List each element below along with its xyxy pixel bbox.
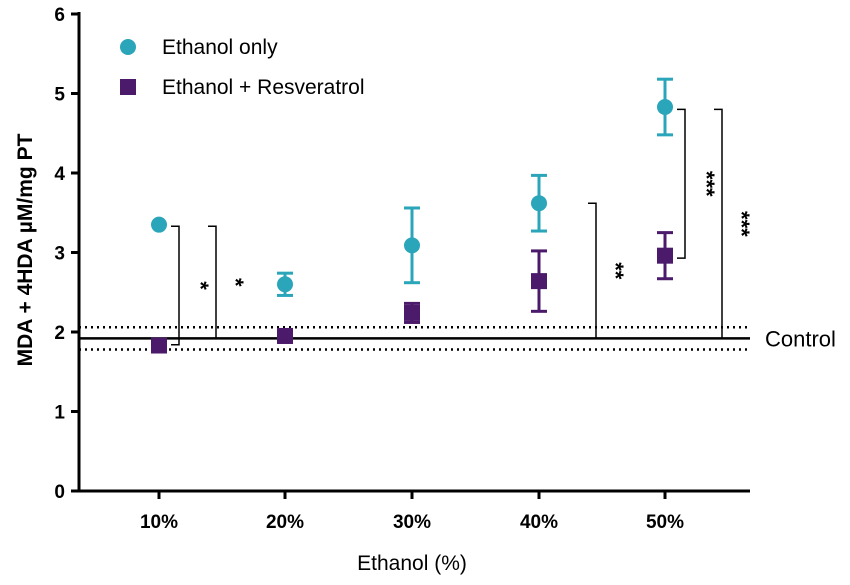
data-point-ethanol-resveratrol [531,273,547,290]
x-tick-label: 10% [140,512,178,533]
data-point-ethanol-only [151,216,167,233]
significance-bracket [208,225,217,340]
data-point-ethanol-resveratrol [404,304,420,321]
control-label: Control [765,326,836,351]
x-tick-label: 50% [646,512,684,533]
significance-brackets: * ********* [171,108,754,346]
data-point-ethanol-resveratrol [277,327,293,344]
significance-bracket [714,108,723,340]
data-point-ethanol-only [657,99,673,116]
y-tick-label: 4 [54,164,65,185]
y-tick-label: 0 [54,482,65,503]
legend-label-ethanol-resveratrol: Ethanol + Resveratrol [162,76,365,99]
x-tick-label: 40% [520,512,558,533]
y-axis-label: MDA + 4HDA µM/mg PT [14,133,37,366]
data-point-ethanol-only [277,276,293,293]
significance-bracket [588,202,597,340]
y-tick-label: 5 [54,85,65,106]
legend-marker-ethanol-only [120,39,136,55]
legend-marker-ethanol-resveratrol [120,79,136,95]
data-point-ethanol-resveratrol [151,337,167,354]
significance-label: ** [603,262,628,280]
significance-label: * [188,281,213,290]
y-tick-label: 3 [54,244,65,265]
control-reference: Control [79,325,836,351]
y-tick-label: 2 [54,323,65,344]
data-point-ethanol-only [404,237,420,254]
x-tick-label: 20% [266,512,304,533]
significance-label: * [223,278,248,287]
data-point-ethanol-resveratrol [657,247,673,264]
axes: 0 1 2 3 4 5 6 10% 20% 30% 40% 50% [54,5,750,533]
significance-bracket [171,225,180,346]
legend-label-ethanol-only: Ethanol only [162,36,278,59]
data-marks [151,77,673,354]
y-tick-label: 6 [54,5,65,26]
y-tick-label: 1 [54,403,65,424]
legend: Ethanol only Ethanol + Resveratrol [120,36,365,99]
x-tick-label: 30% [393,512,431,533]
x-axis-label: Ethanol (%) [357,552,467,575]
data-point-ethanol-only [531,195,547,212]
significance-bracket [677,108,686,259]
significance-label: *** [694,171,719,197]
significance-label: *** [729,211,754,237]
